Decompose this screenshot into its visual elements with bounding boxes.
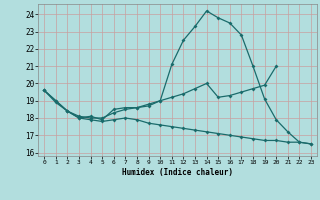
- X-axis label: Humidex (Indice chaleur): Humidex (Indice chaleur): [122, 168, 233, 177]
